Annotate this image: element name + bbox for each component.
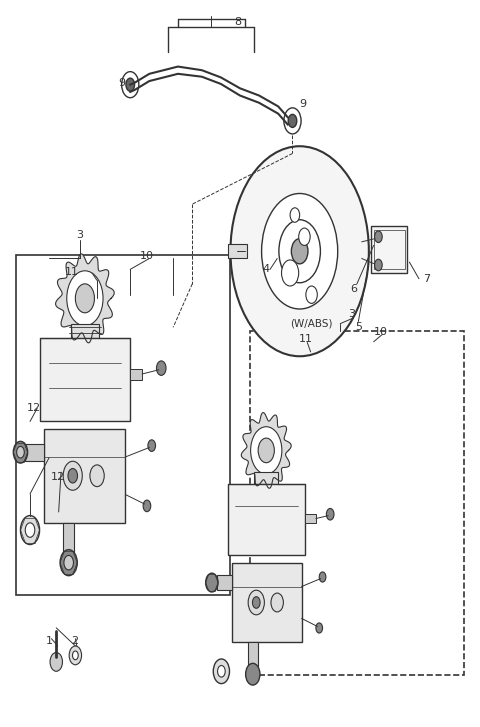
Bar [228, 244, 247, 259]
Circle shape [60, 550, 77, 576]
Bar [371, 226, 407, 273]
Text: 5: 5 [355, 321, 362, 332]
Circle shape [205, 573, 218, 592]
Bar [44, 429, 125, 523]
Circle shape [252, 597, 260, 608]
Text: 9: 9 [300, 99, 307, 109]
Circle shape [248, 590, 264, 615]
Circle shape [246, 663, 260, 685]
Circle shape [69, 646, 82, 664]
Circle shape [374, 260, 382, 270]
Text: 8: 8 [234, 17, 241, 27]
Circle shape [126, 79, 134, 91]
Circle shape [213, 659, 229, 683]
Circle shape [25, 523, 35, 537]
Bar [216, 575, 232, 590]
Circle shape [306, 286, 317, 303]
Text: 11: 11 [65, 268, 79, 277]
Circle shape [279, 220, 321, 283]
Circle shape [17, 446, 24, 458]
Circle shape [290, 208, 300, 222]
Circle shape [262, 193, 338, 309]
Circle shape [230, 146, 369, 356]
Circle shape [299, 228, 310, 246]
Circle shape [67, 270, 103, 326]
Text: (W/ABS): (W/ABS) [290, 318, 333, 329]
Bar [248, 643, 258, 665]
Text: 12: 12 [27, 403, 41, 414]
Bar [373, 230, 405, 269]
Circle shape [217, 665, 225, 677]
Circle shape [281, 260, 299, 286]
Circle shape [50, 652, 62, 671]
Text: 9: 9 [119, 78, 126, 87]
Text: 4: 4 [263, 265, 270, 274]
Circle shape [63, 461, 82, 490]
Circle shape [90, 465, 104, 486]
Bar [63, 523, 74, 552]
Polygon shape [56, 254, 114, 343]
Circle shape [148, 440, 156, 451]
Text: 10: 10 [374, 327, 388, 337]
Circle shape [291, 238, 308, 264]
Bar [305, 514, 316, 523]
Bar [228, 484, 305, 555]
Text: 12: 12 [50, 473, 65, 482]
Bar [71, 324, 99, 338]
Circle shape [271, 593, 283, 612]
Polygon shape [241, 412, 291, 489]
Circle shape [68, 468, 77, 483]
Bar [254, 472, 278, 484]
Circle shape [319, 572, 326, 582]
Text: 6: 6 [350, 284, 357, 294]
Text: 7: 7 [423, 274, 431, 284]
Bar [250, 331, 464, 675]
Circle shape [21, 515, 39, 545]
Bar [232, 563, 301, 643]
Circle shape [121, 72, 139, 97]
Circle shape [316, 623, 323, 633]
Circle shape [374, 231, 382, 243]
Circle shape [251, 427, 282, 474]
Bar [130, 369, 142, 379]
Circle shape [72, 651, 78, 659]
Text: 11: 11 [299, 334, 313, 344]
Text: 1: 1 [46, 636, 53, 646]
Circle shape [156, 361, 166, 375]
Text: 10: 10 [140, 252, 154, 261]
Circle shape [75, 284, 95, 313]
Circle shape [143, 500, 151, 512]
Circle shape [64, 555, 73, 570]
Circle shape [284, 108, 301, 134]
Bar [16, 255, 230, 595]
Bar [39, 338, 130, 422]
Circle shape [13, 441, 28, 463]
Circle shape [258, 438, 275, 462]
Circle shape [326, 508, 334, 520]
Text: 3: 3 [77, 230, 84, 240]
Circle shape [288, 114, 297, 127]
Bar [25, 443, 44, 461]
Text: 3: 3 [348, 309, 356, 319]
Text: 2: 2 [71, 636, 78, 646]
